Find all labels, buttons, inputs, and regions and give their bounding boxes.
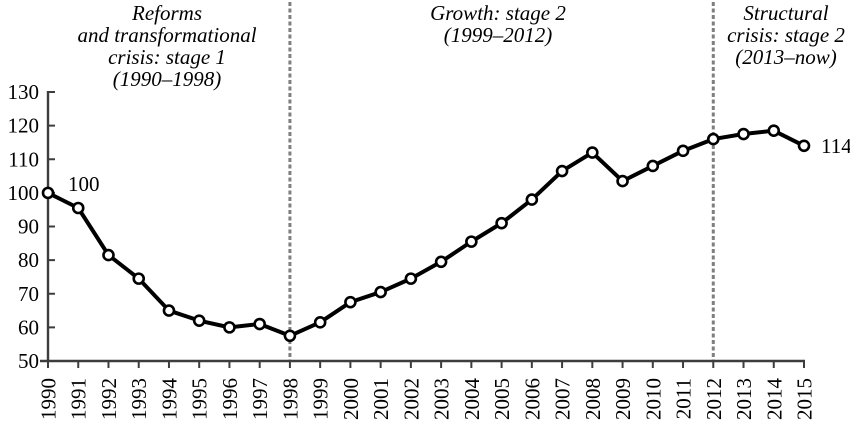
data-point [555, 164, 569, 178]
data-point [253, 317, 266, 331]
y-axis-tick-label: 70 [18, 282, 39, 306]
data-point [404, 272, 418, 285]
period-label-reforms-crisis: Reforms and transformational crisis: sta… [37, 2, 297, 90]
period-label-line: Structural [743, 1, 829, 25]
data-series-line [46, 128, 806, 338]
x-axis-tick-label: 2015 [793, 378, 817, 420]
x-axis-tick-label: 2008 [581, 378, 605, 420]
period-label-growth: Growth: stage 2 (1999–2012) [388, 2, 608, 46]
x-axis-tick-label: 2004 [460, 378, 484, 421]
period-label-line: crisis: stage 2 [727, 23, 845, 47]
y-axis-tick-label: 130 [8, 80, 40, 104]
data-point [616, 174, 629, 188]
x-axis-tick-label: 2000 [339, 378, 363, 420]
x-axis-tick-label: 1991 [67, 378, 91, 420]
x-axis-tick-label: 2002 [399, 378, 423, 420]
point-value-label: 100 [68, 172, 100, 196]
data-point [646, 159, 660, 173]
x-axis-tick-label: 2006 [520, 378, 544, 420]
data-point [313, 316, 327, 329]
data-point [132, 272, 146, 285]
x-axis-tick-label: 2009 [611, 378, 635, 420]
y-axis-tick-label: 60 [18, 315, 39, 339]
data-point [767, 124, 781, 137]
x-axis-tick-label: 2001 [369, 378, 393, 420]
data-point [41, 186, 55, 200]
period-label-line: and transformational [77, 23, 257, 47]
x-axis-tick-label: 1990 [37, 378, 61, 420]
data-point [495, 216, 508, 230]
x-axis-tick-label: 1992 [97, 378, 121, 420]
period-label-line: crisis: stage 1 [108, 45, 226, 69]
data-point [797, 139, 811, 153]
data-point [192, 314, 206, 327]
x-axis-tick-label: 2011 [672, 378, 696, 419]
x-axis-tick-label: 2013 [732, 378, 756, 420]
x-axis-tick-label: 1993 [127, 378, 151, 420]
data-point [162, 304, 176, 317]
y-axis-tick-label: 90 [18, 215, 39, 239]
period-label-line: Reforms [132, 1, 202, 25]
x-axis-tick-label: 2007 [551, 378, 575, 420]
y-axis-tick-label: 120 [8, 114, 40, 138]
period-label-line: (2013–now) [735, 45, 837, 69]
x-axis-tick-label: 1995 [188, 378, 212, 420]
x-axis-tick-label: 1999 [309, 378, 333, 420]
x-axis-tick-label: 2012 [702, 378, 726, 420]
data-point [344, 295, 357, 309]
data-point [102, 248, 115, 262]
y-axis-tick-label: 100 [8, 181, 40, 205]
x-axis-tick-label: 2010 [641, 378, 665, 420]
x-axis-tick-label: 2014 [762, 378, 786, 421]
x-axis-tick-label: 1997 [248, 378, 272, 420]
x-axis-tick-label: 1994 [157, 378, 181, 421]
data-point [71, 201, 85, 215]
data-point [737, 127, 750, 141]
data-point [374, 285, 387, 299]
y-axis-tick-label: 50 [18, 349, 39, 373]
period-label-line: (1990–1998) [112, 67, 222, 91]
period-label-line: (1999–2012) [443, 23, 553, 47]
data-point [706, 132, 720, 146]
data-point [586, 146, 599, 159]
period-label-line: Growth: stage 2 [430, 1, 566, 25]
y-axis-tick-label: 110 [8, 147, 39, 171]
x-axis-tick-label: 2003 [430, 378, 454, 420]
data-point [676, 144, 690, 158]
data-point [283, 329, 297, 343]
x-axis-tick-label: 2005 [490, 378, 514, 420]
point-value-label: 114 [821, 134, 850, 158]
x-axis-tick-label: 1996 [218, 378, 242, 420]
data-point [525, 193, 539, 206]
data-point [465, 235, 478, 248]
data-point [434, 255, 448, 269]
x-axis-tick-label: 1998 [278, 378, 302, 420]
y-axis-tick-label: 80 [18, 248, 39, 272]
period-label-structural-crisis: Structural crisis: stage 2 (2013–now) [696, 2, 850, 68]
data-point [223, 321, 236, 334]
